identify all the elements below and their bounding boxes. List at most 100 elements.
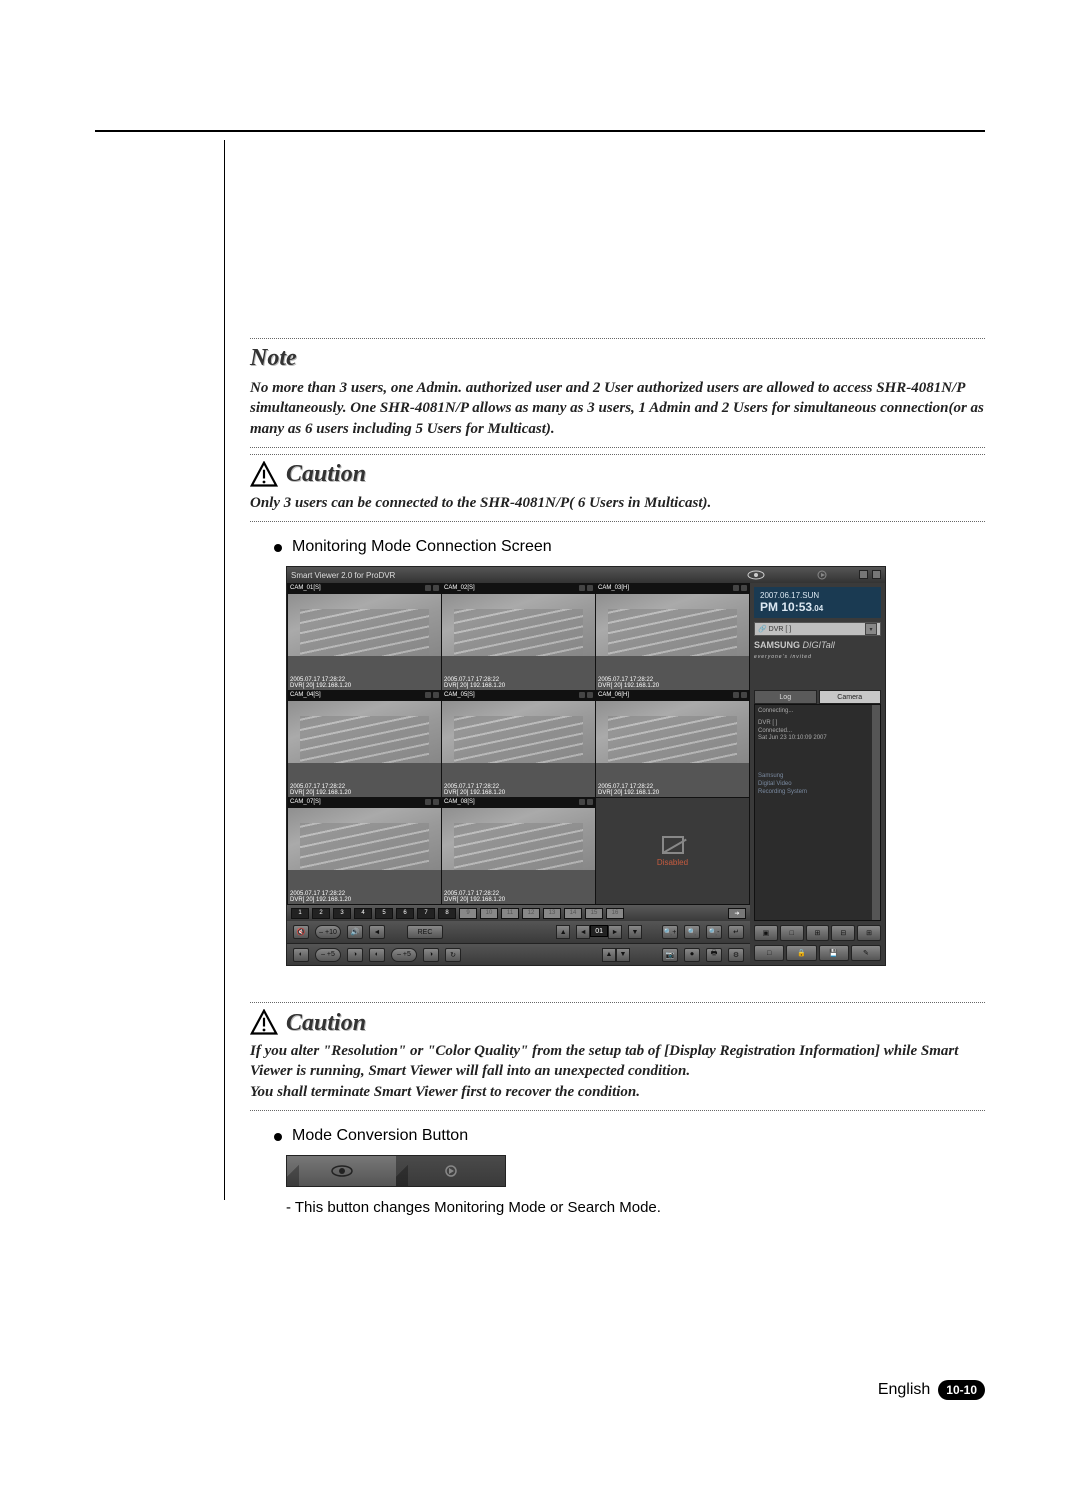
zoom-in-button[interactable]: 🔍+ <box>662 925 678 939</box>
focus-far-button[interactable]: ◑ <box>423 948 439 962</box>
channel-button[interactable]: 9 <box>459 908 477 919</box>
rec-button[interactable]: REC <box>407 925 443 939</box>
preset-up-button[interactable]: ▲ <box>602 948 616 962</box>
camera-feed[interactable]: CAM_06[H] 2005.07.17 17:28:22DVR[ 20] 19… <box>596 691 749 797</box>
ptz-right-button[interactable]: ► <box>608 925 622 939</box>
channel-button[interactable]: 5 <box>375 908 393 919</box>
bullet-dot-icon <box>274 1133 282 1141</box>
page-top-rule <box>95 130 985 132</box>
speaker-plus-button[interactable]: 🔊 <box>347 925 363 939</box>
record-button[interactable]: ⏺ <box>684 948 700 962</box>
note-title: Note <box>250 345 985 372</box>
page-number-badge: 10-10 <box>938 1380 985 1400</box>
warning-triangle-icon <box>250 1009 278 1037</box>
note-body: No more than 3 users, one Admin. authori… <box>250 378 985 439</box>
divider <box>250 1110 985 1111</box>
channel-button[interactable]: 3 <box>333 908 351 919</box>
channel-button[interactable]: 1 <box>291 908 309 919</box>
sequence-button[interactable]: □ <box>754 945 784 961</box>
eye-icon <box>331 1164 353 1178</box>
zoom-out-button[interactable]: 🔍- <box>706 925 722 939</box>
smart-viewer-window: Smart Viewer 2.0 for ProDVR CAM_01[S] 20… <box>286 566 886 966</box>
divider <box>250 521 985 522</box>
divider <box>250 454 985 455</box>
channel-button[interactable]: 12 <box>522 908 540 919</box>
camera-feed[interactable]: CAM_07[S] 2005.07.17 17:28:22DVR[ 20] 19… <box>288 798 441 904</box>
preset-down-button[interactable]: ▼ <box>616 948 630 962</box>
zoom-reset-button[interactable]: 🔍 <box>684 925 700 939</box>
lock-button[interactable]: 🔒 <box>786 945 816 961</box>
dvr-selector[interactable]: 🔗 DVR [ ] ▾ <box>754 622 881 636</box>
chevron-down-icon[interactable]: ▾ <box>865 623 877 635</box>
iris-open-button[interactable]: ◐ <box>293 948 309 962</box>
focus-plus-button[interactable]: – +5 <box>391 948 417 962</box>
warning-triangle-icon <box>250 461 278 489</box>
tab-log[interactable]: Log <box>754 690 817 704</box>
next-page-button[interactable]: ➔ <box>728 908 746 919</box>
channel-button[interactable]: 6 <box>396 908 414 919</box>
minimize-button[interactable] <box>859 570 868 579</box>
divider <box>250 338 985 339</box>
camera-disabled: Disabled <box>596 798 749 904</box>
disabled-screen-icon <box>662 836 684 854</box>
camera-feed[interactable]: CAM_02[S] 2005.07.17 17:28:22DVR[ 20] 19… <box>442 584 595 690</box>
caution-header: Caution <box>250 1009 985 1037</box>
search-mode-tab[interactable] <box>396 1156 505 1186</box>
monitoring-mode-tab[interactable] <box>287 1156 396 1186</box>
clock-date: 2007.06.17.SUN <box>760 591 875 600</box>
channel-button[interactable]: 15 <box>585 908 603 919</box>
close-button[interactable] <box>872 570 881 579</box>
focus-near-button[interactable]: ◐ <box>369 948 385 962</box>
camera-feed[interactable]: CAM_04[S] 2005.07.17 17:28:22DVR[ 20] 19… <box>288 691 441 797</box>
layout-1x1-button[interactable]: ▣ <box>754 925 778 941</box>
mute-button[interactable]: ◄ <box>369 925 385 939</box>
focus-minus-button[interactable]: – +5 <box>315 948 341 962</box>
channel-button[interactable]: 13 <box>543 908 561 919</box>
channel-button[interactable]: 8 <box>438 908 456 919</box>
camera-feed[interactable]: CAM_01[S] 2005.07.17 17:28:22DVR[ 20] 19… <box>288 584 441 690</box>
channel-button[interactable]: 16 <box>606 908 624 919</box>
focus-control-row: ◐ – +5 ◑ ◐ – +5 ◑ ↻ ▲ ▼ 📷 ⏺ 🖶 <box>287 943 750 965</box>
layout-4x4-button[interactable]: ⊞ <box>857 925 881 941</box>
bullet-text: Mode Conversion Button <box>292 1127 468 1145</box>
channel-button[interactable]: 2 <box>312 908 330 919</box>
channel-button[interactable]: 14 <box>564 908 582 919</box>
preset-number: 01 <box>590 925 608 937</box>
print-button[interactable]: 🖶 <box>706 948 722 962</box>
settings-button[interactable]: ⚙ <box>728 948 744 962</box>
ptz-down-button[interactable]: ▼ <box>628 925 642 939</box>
right-panel: 2007.06.17.SUN PM 10:53.04 🔗 DVR [ ] ▾ S… <box>750 583 885 965</box>
ptz-left-button[interactable]: ◄ <box>576 925 590 939</box>
save-button[interactable]: 💾 <box>819 945 849 961</box>
speaker-minus-button[interactable]: 🔇 <box>293 925 309 939</box>
layout-full-button[interactable]: □ <box>780 925 804 941</box>
camera-feed[interactable]: CAM_03[H] 2005.07.17 17:28:22DVR[ 20] 19… <box>596 584 749 690</box>
camera-feed[interactable]: CAM_08[S] 2005.07.17 17:28:22DVR[ 20] 19… <box>442 798 595 904</box>
subtext: - This button changes Monitoring Mode or… <box>286 1199 985 1216</box>
camera-feed[interactable]: CAM_05[S] 2005.07.17 17:28:22DVR[ 20] 19… <box>442 691 595 797</box>
layout-2x2-button[interactable]: ⊞ <box>806 925 830 941</box>
ptz-up-down: ▲ <box>556 925 570 939</box>
window-title: Smart Viewer 2.0 for ProDVR <box>291 571 395 580</box>
iris-close-button[interactable]: ◑ <box>347 948 363 962</box>
scrollbar[interactable] <box>872 705 880 920</box>
enter-button[interactable]: ↵ <box>728 925 744 939</box>
mode-conversion-tabs <box>286 1155 506 1187</box>
window-titlebar: Smart Viewer 2.0 for ProDVR <box>287 567 885 583</box>
caution-title: Caution <box>286 461 366 488</box>
capture-button[interactable]: 📷 <box>662 948 678 962</box>
layout-3x3-button[interactable]: ⊟ <box>831 925 855 941</box>
channel-button[interactable]: 11 <box>501 908 519 919</box>
channel-button[interactable]: 10 <box>480 908 498 919</box>
channel-button[interactable]: 4 <box>354 908 372 919</box>
volume-minus-button[interactable]: – +10 <box>315 925 341 939</box>
clock-panel: 2007.06.17.SUN PM 10:53.04 <box>754 587 881 618</box>
bullet-item: Monitoring Mode Connection Screen <box>274 538 985 556</box>
tab-camera[interactable]: Camera <box>819 690 882 704</box>
auto-button[interactable]: ↻ <box>445 948 461 962</box>
ptz-up-button[interactable]: ▲ <box>556 925 570 939</box>
eye-icon[interactable] <box>747 570 765 580</box>
channel-button[interactable]: 7 <box>417 908 435 919</box>
playback-icon[interactable] <box>813 570 831 580</box>
config-button[interactable]: ✎ <box>851 945 881 961</box>
